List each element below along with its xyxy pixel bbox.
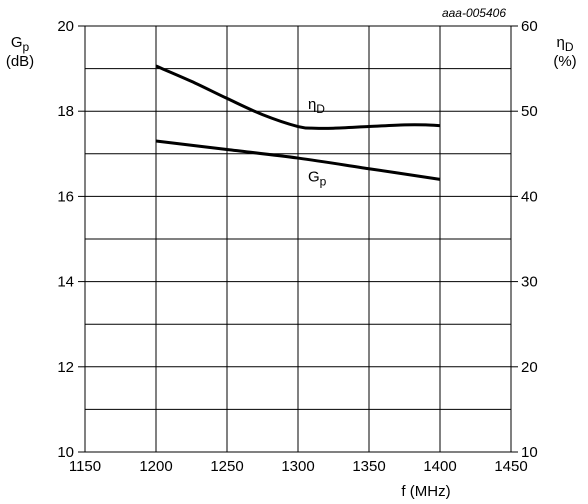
y-right-label-sub: D — [565, 40, 574, 54]
x-tick-label: 1450 — [494, 458, 527, 475]
reference-code: aaa-005406 — [442, 6, 506, 20]
x-tick-label: 1400 — [423, 458, 456, 475]
curve-label-eta: ηD — [308, 96, 325, 116]
y-left-unit: (dB) — [6, 53, 34, 70]
x-tick-label: 1250 — [210, 458, 243, 475]
series-line-eta-d — [155, 64, 441, 130]
y-left-tick-label: 12 — [57, 359, 74, 376]
ticks-layer: 1150 1200 1250 1300 1350 1400 1450101214161820… — [57, 18, 537, 475]
y-right-tick-label: 10 — [521, 444, 538, 461]
y-left-label: Gp — [11, 34, 30, 54]
y-right-tick-label: 60 — [521, 18, 538, 35]
y-right-tick-label: 40 — [521, 188, 538, 205]
y-left-tick-label: 16 — [57, 188, 74, 205]
y-left-tick-label: 20 — [57, 18, 74, 35]
y-left-label-sub: p — [22, 40, 29, 54]
curve-label-gp: Gp — [308, 168, 327, 188]
y-right-tick-label: 50 — [521, 103, 538, 120]
x-tick-label: 1350 — [352, 458, 385, 475]
grid — [85, 26, 511, 452]
x-tick-label: 1300 — [281, 458, 314, 475]
curve-label-eta-sub: D — [316, 102, 325, 116]
series-layer — [155, 64, 441, 181]
x-axis-label: f (MHz) — [401, 483, 450, 500]
y-left-label-main: G — [11, 34, 23, 51]
y-left-tick-label: 18 — [57, 103, 74, 120]
y-right-tick-label: 30 — [521, 274, 538, 291]
y-left-tick-label: 10 — [57, 444, 74, 461]
series-line-gp — [155, 139, 441, 181]
curve-label-eta-main: η — [308, 96, 316, 113]
y-left-tick-label: 14 — [57, 274, 74, 291]
plot-frame — [84, 25, 512, 453]
y-right-tick-label: 20 — [521, 359, 538, 376]
y-right-unit: (%) — [553, 53, 576, 70]
curve-label-gp-main: G — [308, 168, 320, 185]
x-tick-label: 1150 — [69, 458, 101, 475]
y-right-label-main: η — [556, 34, 564, 51]
y-right-label: ηD — [556, 34, 573, 54]
curve-label-gp-sub: p — [320, 174, 327, 188]
x-tick-label: 1200 — [139, 458, 172, 475]
